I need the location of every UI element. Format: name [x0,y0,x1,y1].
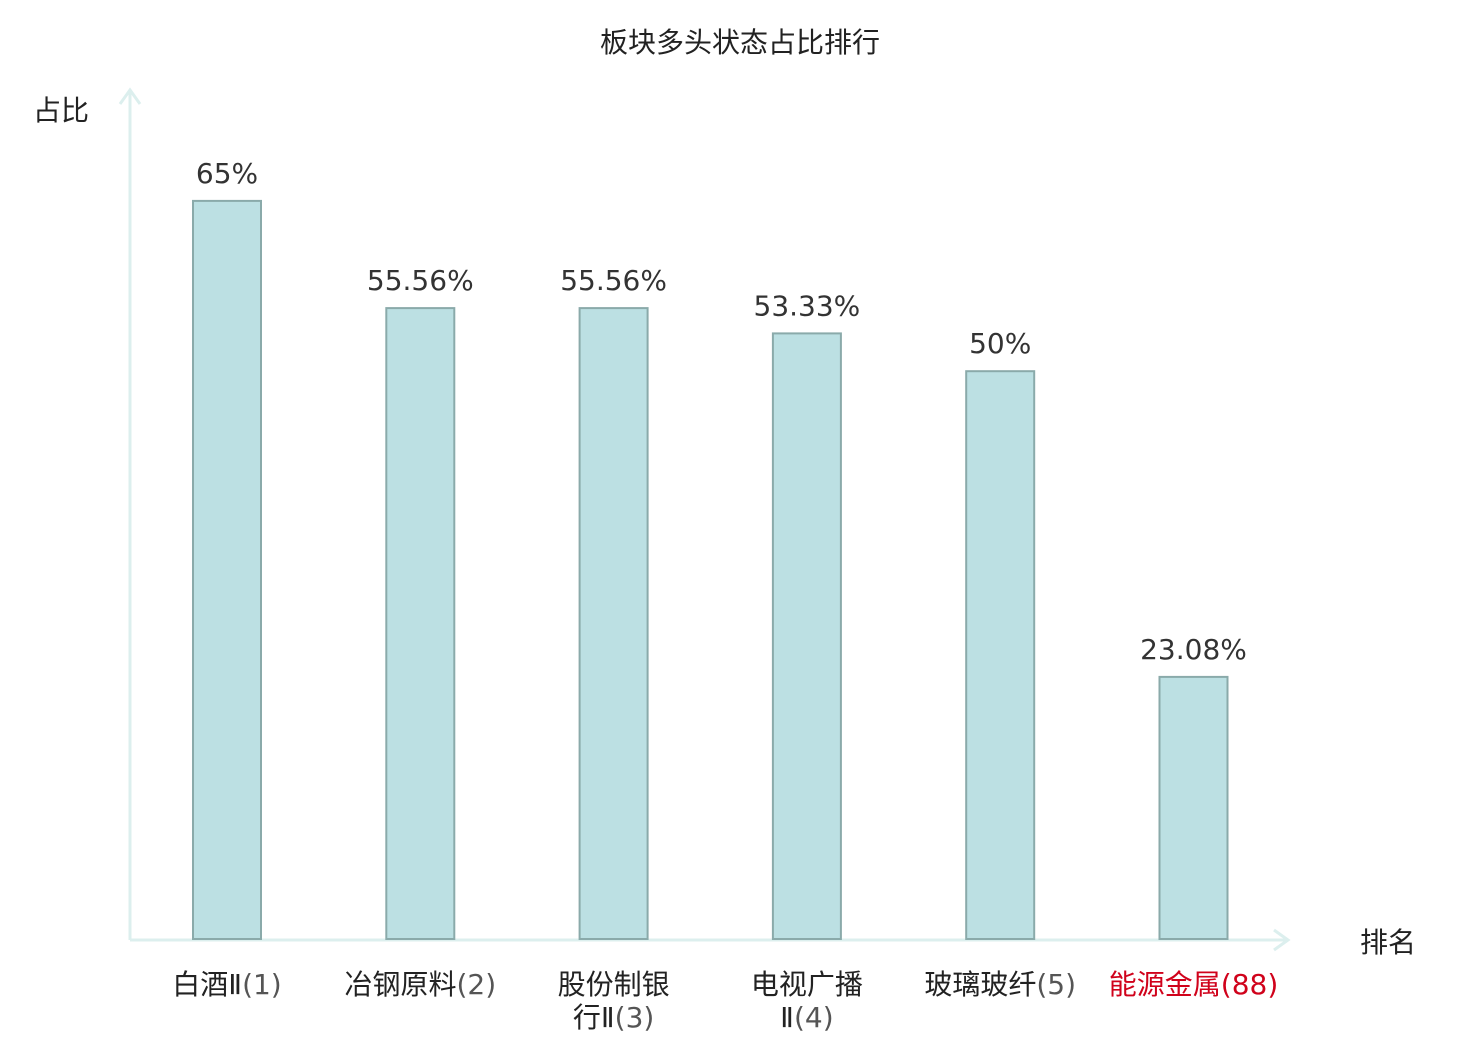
y-axis-arrow [118,87,142,105]
category-name-1-line-1: 白酒Ⅱ [172,968,242,1001]
category-name-6-line-1: 能源金属 [1109,968,1221,1001]
value-labels-group: 65% 55.56% 55.56% 53.33% 50% 23.08% [196,157,1247,666]
value-label-3: 55.56% [560,264,667,297]
category-rank-2: (2) [456,968,496,1001]
category-rank-6: (88) [1221,968,1278,1001]
category-label-6: 能源金属(88) [1109,968,1279,1001]
category-label-4: 电视广播 Ⅱ(4) [751,968,863,1034]
chart-title: 板块多头状态占比排行 [600,26,880,59]
x-axis-arrow [1273,928,1291,952]
category-name-5-line-1: 玻璃玻纤 [924,968,1036,1001]
category-label-5: 玻璃玻纤(5) [924,968,1076,1001]
value-label-6: 23.08% [1140,633,1247,666]
category-name-4-line-2: Ⅱ [780,1001,794,1034]
x-axis-label: 排名 [1360,926,1416,959]
bars-group [192,199,1229,941]
value-label-1: 65% [196,157,258,190]
bar-4 [771,332,842,940]
category-rank-3: (3) [615,1001,655,1034]
category-name-4-line-1: 电视广播 [751,968,863,1001]
category-name-3-line-1: 股份制银 [558,968,670,1001]
axes [118,87,1291,952]
y-axis-label: 占比 [33,94,89,127]
bar-3 [578,307,649,941]
category-label-3: 股份制银行Ⅱ(3) [558,968,670,1034]
value-label-4: 53.33% [754,289,861,322]
category-label-1: 白酒Ⅱ(1) [172,968,281,1001]
value-label-5: 50% [969,327,1031,360]
value-label-2: 55.56% [367,264,474,297]
category-label-2: 冶钢原料(2) [344,968,496,1001]
category-rank-4: (4) [794,1001,834,1034]
bar-6 [1158,675,1229,941]
category-rank-1: (1) [242,968,282,1001]
bar-5 [965,370,1036,940]
category-rank-5: (5) [1036,968,1076,1001]
category-name-2-line-1: 冶钢原料 [344,968,456,1001]
bar-1 [192,199,262,940]
category-name-3-line-2: 行Ⅱ [573,1001,615,1034]
bar-2 [385,307,456,941]
category-labels-group: 白酒Ⅱ(1) 冶钢原料(2) 股份制银行Ⅱ(3) 电视广播 Ⅱ(4) 玻璃玻纤(5) 能源金… [172,968,1278,1034]
